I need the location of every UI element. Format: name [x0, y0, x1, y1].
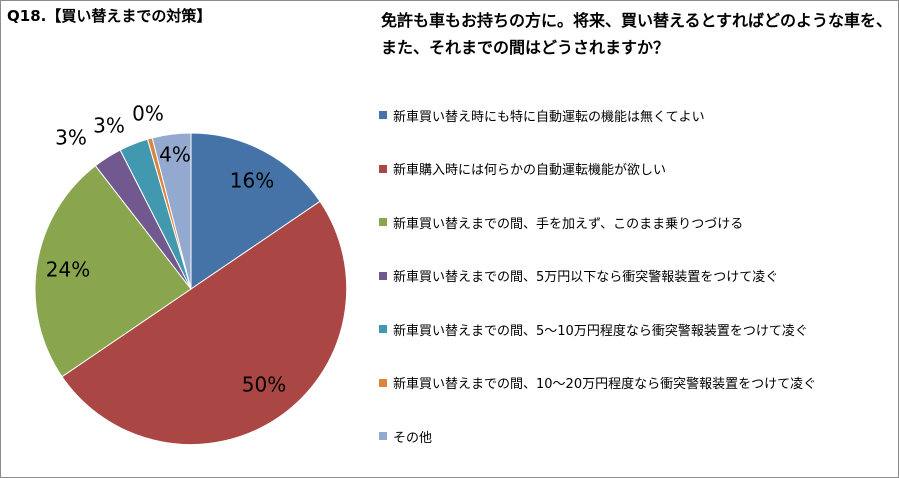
data-label-7: 4%: [159, 143, 191, 167]
legend-swatch: [379, 218, 387, 226]
pie-slice-3: [34, 165, 192, 378]
legend-item-3: 新車買い替えまでの間、手を加えず、このまま乗りつづける: [379, 212, 743, 232]
legend-label: 新車買い替えまでの間、10～20万円程度なら衝突警報装置をつけて凌ぐ: [393, 377, 817, 392]
legend-swatch: [379, 432, 387, 440]
legend-swatch: [379, 271, 387, 280]
legend-swatch: [379, 325, 387, 333]
legend-item-4: 新車買い替えまでの間、5万円以下なら衝突警報装置をつけて凌ぐ: [379, 266, 778, 286]
legend-label: 新車買い替えまでの間、手を加えず、このまま乗りつづける: [393, 216, 744, 232]
legend-item-6: 新車買い替えまでの間、10～20万円程度なら衝突警報装置をつけて凌ぐ: [379, 373, 816, 393]
legend-item-5: 新車買い替えまでの間、5～10万円程度なら衝突警報装置をつけて凌ぐ: [379, 319, 808, 339]
legend-swatch: [379, 111, 387, 119]
legend-swatch: [379, 378, 387, 387]
data-label-6: 0%: [132, 102, 164, 126]
legend-item-2: 新車購入時には何らかの自動運転機能が欲しい: [379, 159, 666, 179]
pie-slice-2: [61, 200, 348, 445]
legend-label: その他: [393, 430, 433, 446]
legend-item-1: 新車買い替え時にも特に自動運転の機能は無くてよい: [379, 105, 705, 125]
data-label-3: 24%: [46, 258, 90, 282]
legend-item-7: その他: [379, 426, 432, 446]
pie-slice-1: [190, 132, 321, 290]
chart-subtitle: 免許も車もお持ちの方に。将来、買い替えるとすればどのような車を、また、それまでの…: [381, 11, 893, 57]
data-label-5: 3%: [93, 114, 125, 138]
data-label-2: 50%: [242, 373, 286, 397]
legend-label: 新車買い替えまでの間、5万円以下なら衝突警報装置をつけて凌ぐ: [393, 270, 779, 285]
legend-label: 新車買い替え時にも特に自動運転の機能は無くてよい: [393, 109, 705, 125]
legend-label: 新車買い替えまでの間、5～10万円程度なら衝突警報装置をつけて凌ぐ: [393, 323, 808, 339]
legend-label: 新車購入時には何らかの自動運転機能が欲しい: [393, 163, 667, 178]
legend-swatch: [379, 164, 387, 173]
data-label-4: 3%: [55, 126, 87, 150]
question-title: Q18.【買い替えまでの対策】: [7, 7, 212, 25]
pie-slice-7: [151, 132, 192, 290]
data-label-1: 16%: [230, 169, 274, 193]
